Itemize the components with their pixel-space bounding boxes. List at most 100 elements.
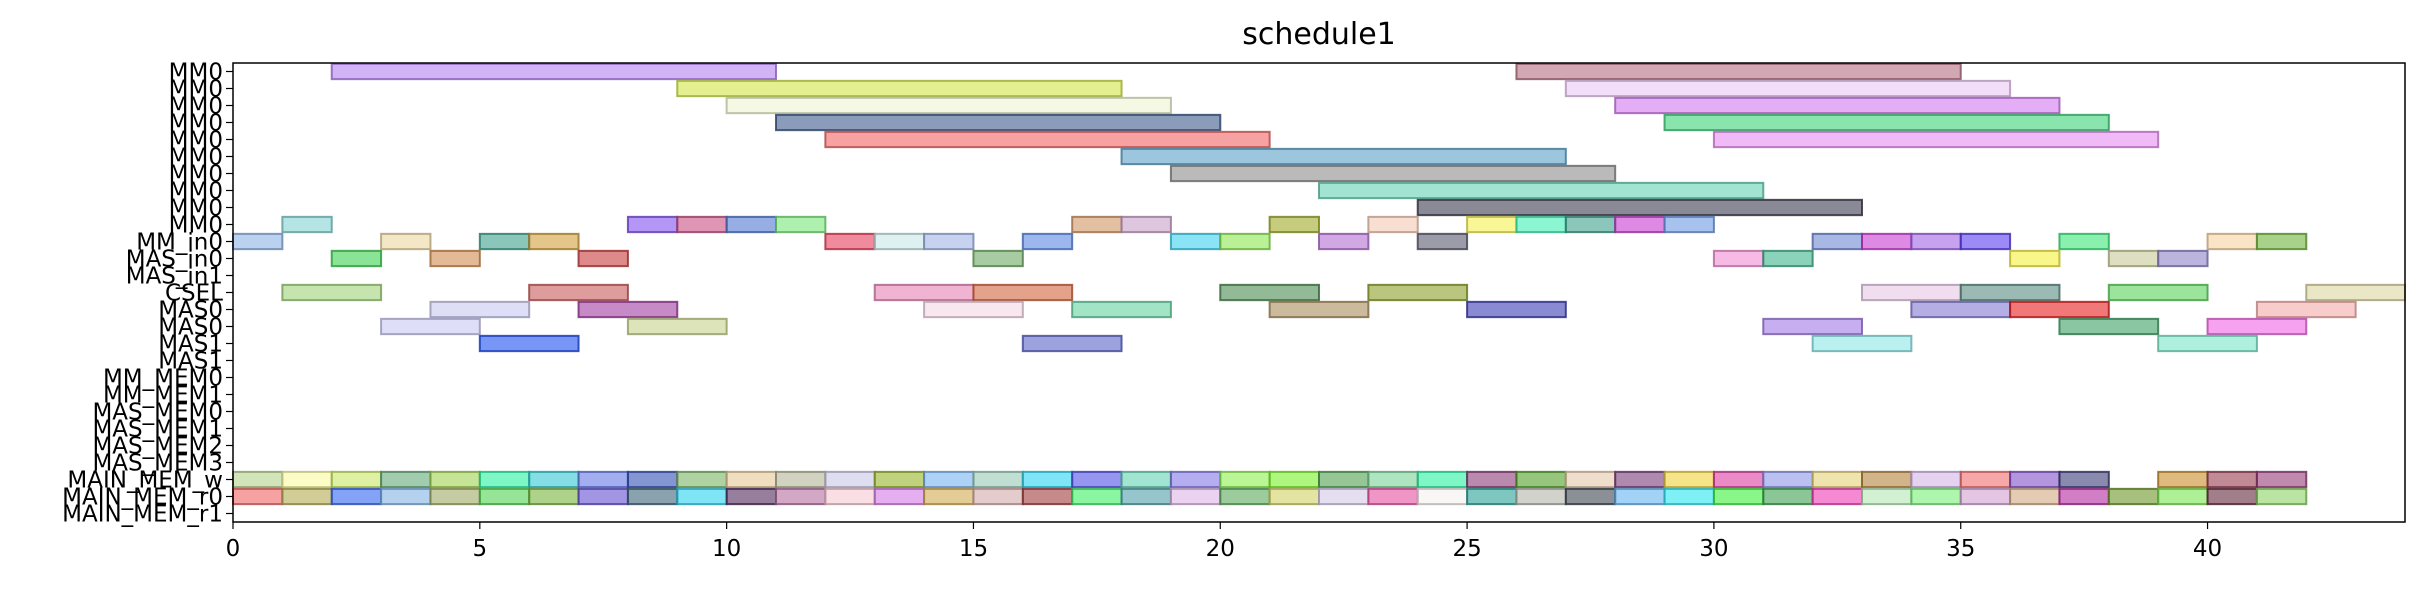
y-tick-label: MAS_MEM3 <box>92 451 223 477</box>
task-bar <box>1712 487 1765 506</box>
task-bar <box>1169 164 1617 183</box>
task-bar <box>1663 113 2110 132</box>
task-bar <box>1169 487 1222 506</box>
task-bar <box>281 215 333 234</box>
task-bar <box>2255 232 2308 251</box>
y-tick-label: MAS1 <box>158 349 223 375</box>
task-bar <box>626 470 679 489</box>
task-bar <box>1120 470 1172 489</box>
task-bar <box>2009 249 2061 268</box>
task-bar <box>725 487 777 506</box>
task-bar <box>2255 470 2308 489</box>
task-bar <box>1564 215 1617 234</box>
task-bar <box>1811 232 1863 251</box>
task-bar <box>330 62 777 81</box>
task-bar <box>577 487 629 506</box>
task-bar <box>1071 470 1123 489</box>
y-tick-label: MM0 <box>169 145 223 171</box>
task-bar <box>330 487 383 506</box>
task-bar <box>1712 470 1765 489</box>
y-tick-label: MM0 <box>169 94 223 120</box>
y-tick-label: MAS_in1 <box>126 264 223 290</box>
y-tick-label: MM0 <box>169 77 223 103</box>
task-bar <box>824 470 876 489</box>
task-bar <box>330 470 383 489</box>
task-bar <box>380 470 432 489</box>
task-bar <box>1021 232 1074 251</box>
task-bar <box>923 470 975 489</box>
task-bar <box>1071 487 1123 506</box>
task-bar <box>330 249 383 268</box>
task-bar <box>1268 215 1320 234</box>
task-bar <box>1318 232 1370 251</box>
task-bar <box>1169 232 1222 251</box>
task-bar <box>1318 470 1370 489</box>
task-bar <box>873 470 926 489</box>
task-bar <box>873 232 926 251</box>
x-tick-label: 10 <box>712 536 741 562</box>
y-tick-label: MAIN_MEM_w <box>67 468 223 494</box>
task-bar <box>2206 317 2308 336</box>
task-bar <box>429 300 531 319</box>
task-bar <box>1268 487 1320 506</box>
task-bar <box>1515 215 1567 234</box>
task-bar <box>2255 487 2308 506</box>
task-bar <box>923 300 1024 319</box>
task-bar <box>1762 317 1863 336</box>
y-tick-label: MM_MEM0 <box>103 366 223 392</box>
y-tick-label: MAS1 <box>158 332 223 358</box>
task-bar <box>626 215 679 234</box>
x-tick-label: 15 <box>959 536 988 562</box>
task-bar <box>1318 181 1765 200</box>
task-bar <box>1466 215 1518 234</box>
task-bar <box>873 487 926 506</box>
task-bar <box>528 487 580 506</box>
task-bar <box>725 96 1172 115</box>
task-bar <box>1416 487 1469 506</box>
task-bar <box>2107 283 2209 302</box>
task-bar <box>478 232 531 251</box>
task-bar <box>577 249 629 268</box>
task-bar <box>2255 300 2357 319</box>
task-bar <box>1614 487 1666 506</box>
y-tick-label: MM0 <box>169 60 223 86</box>
task-bar <box>923 487 975 506</box>
task-bar <box>1219 470 1271 489</box>
task-bar <box>1071 215 1123 234</box>
task-bar <box>1564 487 1617 506</box>
task-bar <box>2206 487 2258 506</box>
task-bar <box>380 317 481 336</box>
task-bar <box>972 249 1024 268</box>
task-bar <box>281 487 333 506</box>
task-bar <box>923 232 975 251</box>
y-tick-label: MAS0 <box>158 298 223 324</box>
task-bar <box>2009 487 2061 506</box>
y-tick-label: MM0 <box>169 128 223 154</box>
x-tick-label: 5 <box>472 536 487 562</box>
task-bar <box>1811 487 1863 506</box>
task-bar <box>972 470 1024 489</box>
task-bar <box>1663 487 1715 506</box>
y-tick-label: MAS0 <box>158 315 223 341</box>
task-bar <box>429 470 481 489</box>
task-bar <box>1910 232 1962 251</box>
y-tick-label: MAS_MEM1 <box>92 417 223 443</box>
task-bar <box>232 232 284 251</box>
task-bar <box>1910 487 1962 506</box>
x-tick-label: 40 <box>2193 536 2222 562</box>
task-bar <box>676 487 728 506</box>
task-bar <box>2206 232 2258 251</box>
task-bar <box>1959 232 2012 251</box>
task-bar <box>1021 487 1074 506</box>
task-bar <box>2009 300 2110 319</box>
task-bar <box>232 487 284 506</box>
task-bar <box>1120 487 1172 506</box>
task-bar <box>1959 283 2061 302</box>
task-bar <box>478 470 531 489</box>
task-bar <box>1564 79 2012 98</box>
task-bar <box>972 487 1024 506</box>
task-bar <box>1169 470 1222 489</box>
task-bar <box>676 79 1123 98</box>
task-bar <box>1910 470 1962 489</box>
x-tick-label: 25 <box>1452 536 1481 562</box>
